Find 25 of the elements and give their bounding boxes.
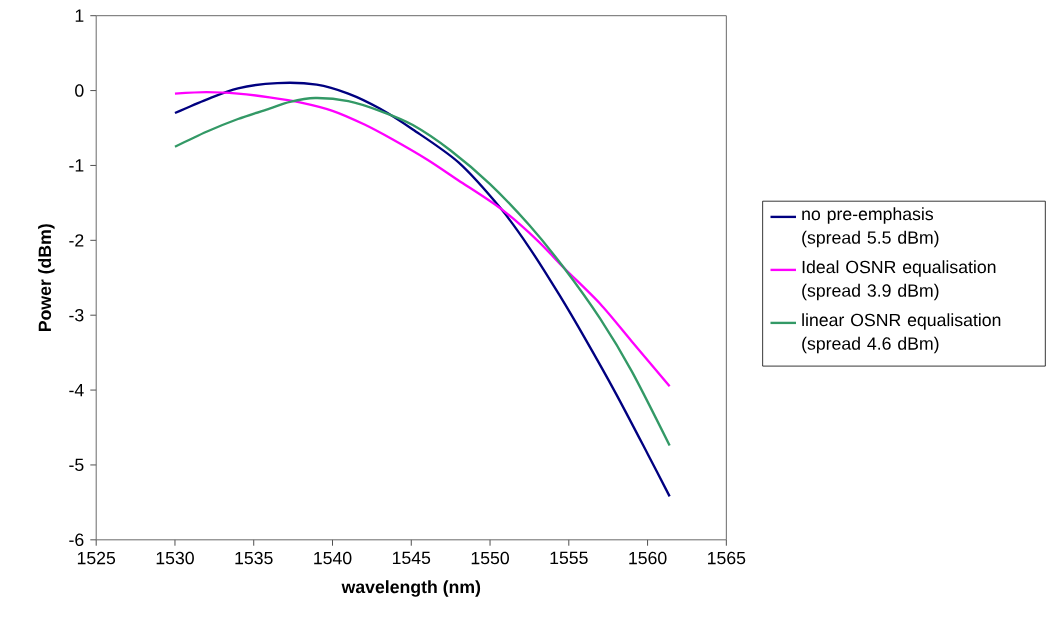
y-tick-label: 1 [75,9,84,22]
y-tick-label: -2 [69,234,84,247]
line-series [173,96,671,447]
y-tick-label: -5 [69,458,84,471]
legend-label: linear OSNR equalisation (spread 4.6 dBm) [802,313,1001,354]
y-tick-label: -1 [69,159,84,172]
y-tick-label: -4 [69,383,84,396]
x-tick-label: 1530 [156,551,194,565]
y-tick-label: -3 [69,308,84,322]
y-tick-label: 0 [75,84,84,97]
x-tick-label: 1540 [314,551,352,565]
x-tick-label: 1565 [708,551,746,565]
legend-label: Ideal OSNR equalisation (spread 3.9 dBm) [802,260,996,301]
x-tick-label: 1560 [629,551,667,565]
x-tick-label: 1545 [392,551,431,564]
legend-label: no pre-emphasis (spread 5.5 dBm) [802,207,939,248]
x-tick-label: 1555 [550,551,588,564]
x-tick-label: 1535 [235,551,273,565]
line-series [173,90,671,388]
x-tick-label: 1550 [471,551,509,565]
y-axis-title: Power (dBm) [38,224,55,331]
line-series [173,81,671,498]
x-tick-label: 1525 [77,551,116,565]
y-tick-label: -6 [69,533,84,546]
x-axis-title: wavelength (nm) [341,580,481,597]
